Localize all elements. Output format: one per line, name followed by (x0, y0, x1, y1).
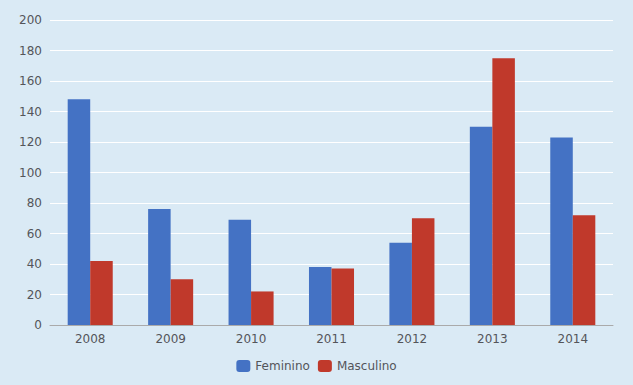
svg-text:180: 180 (19, 44, 42, 58)
svg-text:20: 20 (27, 288, 42, 302)
svg-text:200: 200 (19, 13, 42, 27)
svg-text:80: 80 (27, 196, 42, 210)
svg-text:2008: 2008 (75, 332, 106, 346)
svg-text:2010: 2010 (236, 332, 267, 346)
svg-text:2013: 2013 (477, 332, 508, 346)
svg-text:2011: 2011 (316, 332, 347, 346)
svg-text:2014: 2014 (558, 332, 589, 346)
svg-text:160: 160 (19, 74, 42, 88)
svg-text:2009: 2009 (155, 332, 186, 346)
svg-text:60: 60 (27, 227, 42, 241)
svg-text:Feminino: Feminino (255, 359, 310, 373)
svg-text:140: 140 (19, 105, 42, 119)
svg-text:Masculino: Masculino (337, 359, 397, 373)
svg-text:120: 120 (19, 135, 42, 149)
svg-text:100: 100 (19, 166, 42, 180)
svg-text:2012: 2012 (397, 332, 428, 346)
svg-text:0: 0 (34, 318, 42, 332)
svg-text:40: 40 (27, 257, 42, 271)
